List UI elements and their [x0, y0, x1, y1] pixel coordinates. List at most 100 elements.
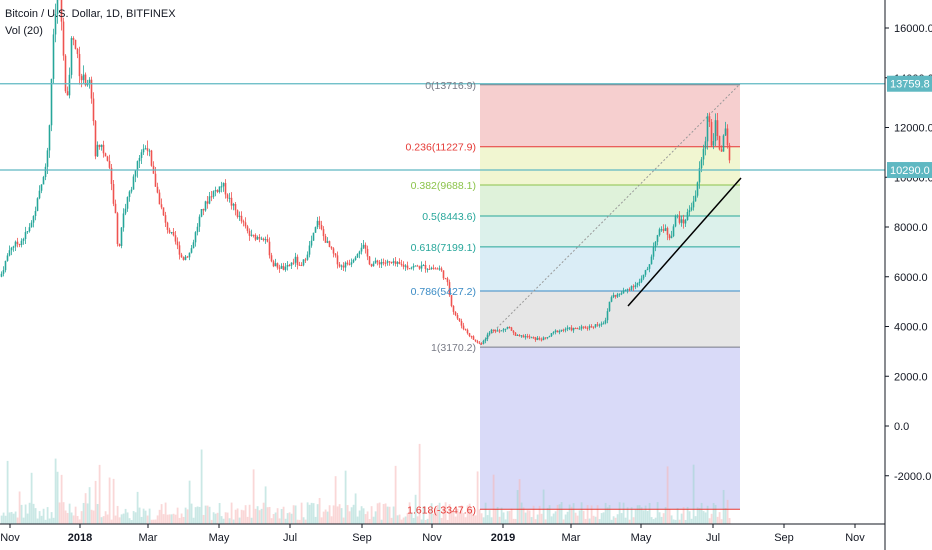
- candle-body: [218, 186, 221, 192]
- candle-body: [604, 320, 607, 324]
- volume-bar: [418, 443, 421, 524]
- volume-bar: [40, 515, 43, 524]
- volume-bar: [514, 518, 517, 524]
- candle-body: [258, 237, 261, 239]
- candle-body: [0, 273, 3, 277]
- volume-bar: [726, 499, 729, 524]
- candle-body: [146, 148, 149, 151]
- candle-body: [252, 234, 255, 236]
- volume-bar: [486, 515, 489, 524]
- candle-body: [360, 247, 363, 252]
- volume-bar: [688, 511, 691, 524]
- candle-body: [416, 265, 419, 267]
- candle-body: [80, 76, 83, 81]
- candle-body: [660, 229, 663, 231]
- candle-body: [504, 328, 507, 330]
- candle-body: [74, 39, 77, 49]
- volume-bar: [406, 513, 409, 524]
- volume-bar: [296, 519, 299, 524]
- fib-zone: [480, 215, 740, 247]
- candle-body: [560, 329, 563, 331]
- candle-body: [636, 283, 639, 286]
- candle-body: [586, 328, 589, 330]
- volume-bar: [620, 513, 623, 524]
- candle-body: [376, 260, 379, 263]
- volume-bar: [200, 449, 203, 524]
- volume-bar: [490, 517, 493, 524]
- volume-bar: [704, 512, 707, 524]
- volume-bar: [68, 503, 71, 524]
- candle-body: [392, 261, 395, 263]
- volume-bar: [28, 502, 31, 524]
- volume-bar: [108, 477, 111, 524]
- candle-body: [652, 247, 655, 257]
- candle-body: [116, 213, 119, 244]
- symbol-title: Bitcoin / U.S. Dollar, 1D, BITFINEX: [5, 8, 176, 20]
- candle-body: [98, 144, 101, 147]
- candle-body: [226, 194, 229, 199]
- volume-bar: [240, 509, 243, 524]
- candle-body: [632, 286, 635, 288]
- volume-bar: [250, 517, 253, 524]
- volume-bar: [574, 512, 577, 524]
- volume-bar: [474, 515, 477, 524]
- candle-body: [554, 330, 557, 333]
- volume-bar: [80, 511, 83, 524]
- candle-body: [114, 203, 117, 214]
- candle-body: [470, 336, 473, 338]
- volume-bar: [86, 503, 89, 524]
- volume-bar: [284, 518, 287, 524]
- candle-body: [282, 265, 285, 270]
- candle-body: [386, 261, 389, 263]
- candle-body: [48, 125, 51, 151]
- candle-body: [188, 252, 191, 258]
- candle-body: [664, 228, 667, 231]
- candle-body: [480, 343, 483, 345]
- candle-body: [332, 248, 335, 254]
- candle-body: [56, 0, 59, 15]
- candle-body: [84, 74, 87, 86]
- y-tick-label: 4000.0: [894, 322, 928, 334]
- volume-bar: [464, 517, 467, 524]
- candle-body: [178, 245, 181, 255]
- candle-body: [342, 265, 345, 268]
- fibonacci-lines: [480, 84, 740, 510]
- candle-body: [710, 121, 713, 146]
- candle-body: [228, 197, 231, 199]
- volume-bar: [500, 507, 503, 524]
- volume-bar: [210, 519, 213, 524]
- volume-bar: [66, 512, 69, 524]
- volume-bar: [626, 507, 629, 524]
- volume-bar: [344, 470, 347, 524]
- volume-bar: [712, 502, 715, 524]
- volume-bar: [618, 502, 621, 524]
- candle-body: [460, 321, 463, 326]
- volume-bar: [614, 517, 617, 524]
- candle-body: [712, 141, 715, 146]
- candle-body: [666, 228, 669, 235]
- candle-body: [126, 197, 129, 209]
- volume-bar: [728, 518, 731, 524]
- candle-body: [208, 196, 211, 204]
- candle-body: [488, 332, 491, 335]
- volume-bar: [146, 515, 149, 524]
- candle-body: [278, 267, 281, 269]
- volume-bar: [172, 513, 175, 524]
- volume-bar: [100, 517, 103, 524]
- candle-body: [462, 325, 465, 329]
- candle-body: [654, 241, 657, 248]
- volume-bar: [656, 502, 659, 524]
- volume-bar: [156, 515, 159, 524]
- volume-bar: [96, 504, 99, 524]
- candle-body: [260, 238, 263, 240]
- candle-body: [414, 265, 417, 267]
- volume-bar: [674, 519, 677, 524]
- candle-body: [532, 337, 535, 339]
- candle-body: [288, 264, 291, 266]
- volume-bar: [160, 504, 163, 524]
- volume-bar: [564, 514, 567, 524]
- candle-body: [124, 208, 127, 214]
- candle-body: [706, 116, 709, 142]
- volume-bar: [134, 512, 137, 524]
